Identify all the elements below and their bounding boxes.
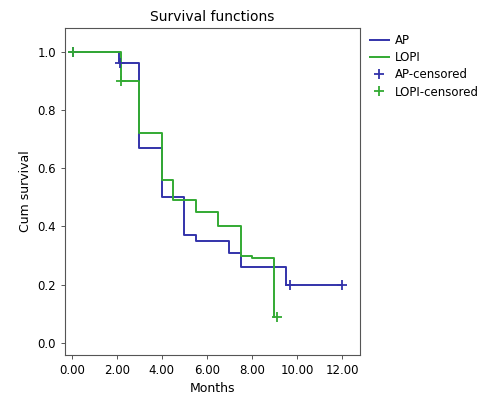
Y-axis label: Cum survival: Cum survival [19,151,32,232]
X-axis label: Months: Months [190,382,236,395]
Title: Survival functions: Survival functions [150,10,274,24]
Legend: AP, LOPI, AP-censored, LOPI-censored: AP, LOPI, AP-censored, LOPI-censored [369,34,479,98]
